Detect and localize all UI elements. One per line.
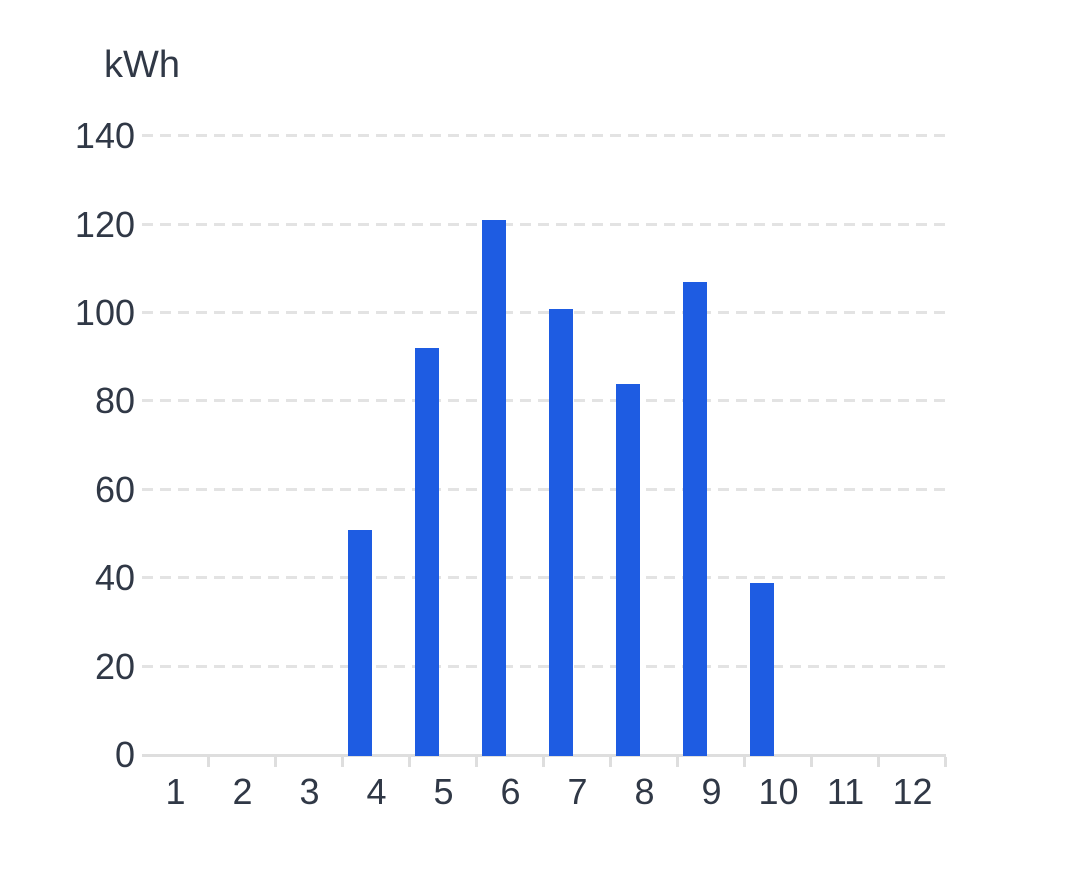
y-tick-label: 140 (74, 115, 135, 157)
x-tick-label: 8 (634, 771, 655, 812)
y-tick-label: 120 (74, 203, 135, 245)
gridline (142, 222, 946, 226)
bar-10[interactable] (750, 583, 774, 756)
gridline (142, 576, 946, 580)
x-axis-tick (810, 757, 813, 767)
y-tick-label: 40 (94, 557, 135, 599)
x-axis-line (142, 754, 946, 757)
x-axis-tick (676, 757, 679, 767)
x-tick-label: 2 (232, 771, 253, 812)
x-axis-tick (743, 757, 746, 767)
x-tick-label: 9 (701, 771, 722, 812)
x-axis-tick (274, 757, 277, 767)
gridline (142, 487, 946, 491)
bar-5[interactable] (415, 348, 439, 756)
x-tick-label: 11 (826, 771, 865, 812)
x-tick-label: 3 (299, 771, 320, 812)
bar-8[interactable] (616, 384, 640, 756)
gridline (142, 664, 946, 668)
y-tick-label: 80 (94, 380, 135, 422)
x-tick-label: 10 (758, 771, 799, 812)
x-axis-tick (609, 757, 612, 767)
y-tick-label: 20 (94, 645, 135, 687)
gridline (142, 399, 946, 403)
bar-9[interactable] (683, 282, 707, 756)
y-tick-label: 100 (74, 292, 135, 333)
gridline (142, 134, 946, 138)
gridline (142, 311, 946, 314)
y-tick-label: 60 (94, 468, 135, 510)
x-tick-label: 4 (366, 771, 387, 812)
bar-6[interactable] (482, 220, 506, 756)
x-tick-label: 12 (892, 771, 933, 812)
x-tick-label: 6 (500, 771, 521, 812)
y-tick-label: 0 (114, 734, 135, 775)
bar-7[interactable] (549, 309, 573, 756)
x-axis-tick (877, 757, 880, 767)
x-axis-tick (542, 757, 545, 767)
x-axis-tick (341, 757, 344, 767)
x-axis-tick (207, 757, 210, 767)
bar-4[interactable] (348, 530, 372, 756)
x-axis-tick (408, 757, 411, 767)
x-tick-label: 5 (433, 771, 454, 812)
x-tick-label: 7 (567, 771, 588, 812)
x-tick-label: 1 (165, 771, 186, 812)
x-axis-tick (944, 757, 947, 767)
x-axis-tick (475, 757, 478, 767)
y-axis-unit-label: kWh (104, 44, 180, 86)
